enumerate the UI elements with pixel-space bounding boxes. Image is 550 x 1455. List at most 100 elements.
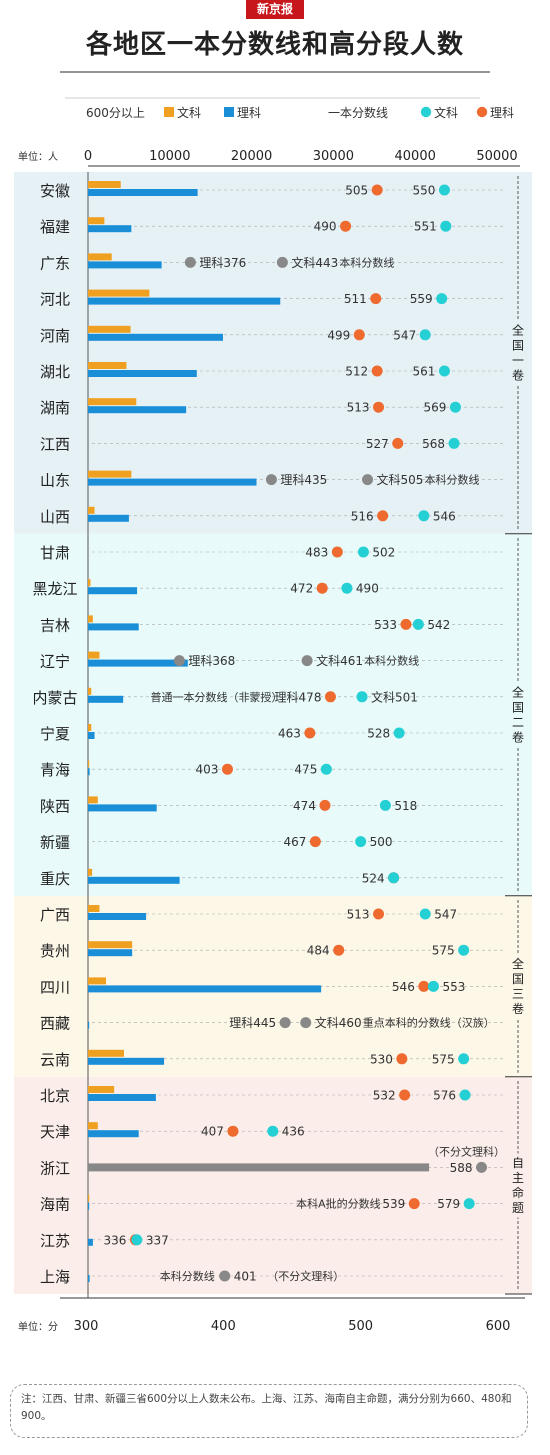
legend-label-wen: 文科 — [177, 105, 201, 120]
score-dot — [276, 256, 288, 268]
bar-li — [88, 297, 281, 305]
li-score-dot — [319, 799, 331, 811]
legend-dot-wen — [420, 106, 432, 118]
bar-li — [88, 1130, 139, 1138]
bar-li — [88, 804, 157, 812]
brand-logo: 新京报 — [246, 0, 304, 19]
region-label: 湖南 — [40, 399, 70, 417]
score-dot — [265, 474, 277, 486]
score-label: 575 — [432, 944, 455, 958]
region-label: 山东 — [40, 472, 70, 490]
bar-wen — [88, 905, 100, 912]
footnote: 注：江西、甘肃、新疆三省600分以上人数未公布。上海、江苏、海南自主命题，满分分… — [10, 1384, 528, 1438]
row-note: 本科分数线 — [364, 654, 419, 668]
bottom-axis-tick-label: 600 — [486, 1319, 511, 1334]
wen-score-dot — [419, 908, 431, 920]
region-background — [14, 1077, 532, 1294]
region-label: 浙江 — [40, 1159, 70, 1177]
region-label: 上海 — [40, 1268, 70, 1286]
wen-score-dot — [438, 365, 450, 377]
score-label: 532 — [373, 1089, 396, 1103]
top-axis-tick-label: 0 — [84, 149, 92, 164]
top-axis-unit: 单位：人 — [18, 150, 58, 163]
score-label: 理科435 — [280, 473, 327, 487]
li-score-dot — [324, 691, 336, 703]
bottom-axis-tick-label: 500 — [348, 1319, 373, 1334]
li-score-dot — [371, 184, 383, 196]
score-label: 474 — [293, 799, 316, 813]
score-label: 407 — [201, 1125, 224, 1139]
score-dot — [279, 1017, 291, 1029]
bar-wen — [88, 1122, 98, 1130]
score-label: 436 — [282, 1125, 305, 1139]
score-label: 546 — [392, 980, 415, 994]
group-label-bg — [510, 954, 526, 1019]
score-label: 490 — [314, 220, 337, 234]
li-score-dot — [304, 727, 316, 739]
wen-score-dot — [419, 329, 431, 341]
score-label: 理科445 — [229, 1016, 276, 1030]
wen-score-dot — [388, 872, 400, 884]
li-score-dot — [373, 401, 385, 413]
li-score-dot — [399, 1089, 411, 1101]
bar-wen — [88, 325, 131, 333]
bar-li — [88, 514, 129, 522]
bar-li — [88, 623, 139, 631]
top-axis-tick-label: 40000 — [395, 149, 436, 164]
bar-wen — [88, 470, 132, 478]
region-label: 贵州 — [40, 942, 70, 960]
bar-wen — [88, 289, 150, 297]
li-score-dot — [408, 1198, 420, 1210]
li-score-dot — [333, 944, 345, 956]
region-label: 甘肃 — [40, 544, 70, 562]
row-prefix: 本科A批的分数线 — [296, 1197, 381, 1211]
row-prefix: 本科分数线 — [160, 1269, 215, 1283]
score-label: 528 — [367, 727, 390, 741]
top-axis-tick-label: 10000 — [149, 149, 190, 164]
legend-dot-li — [476, 106, 488, 118]
score-label: 524 — [362, 871, 385, 885]
row-note: 本科分数线 — [425, 473, 480, 487]
li-score-dot — [340, 220, 352, 232]
score-label: 551 — [414, 220, 437, 234]
group-label: 自主命题 — [512, 1156, 524, 1215]
bar-li — [88, 659, 188, 667]
score-label: 理科368 — [188, 654, 235, 668]
wen-score-dot — [131, 1234, 143, 1246]
wen-score-dot — [341, 582, 353, 594]
group-label: 全国二卷 — [512, 684, 524, 744]
score-label: 499 — [327, 328, 350, 342]
score-label: 483 — [305, 546, 328, 560]
wen-score-dot — [427, 980, 439, 992]
region-label: 天津 — [40, 1123, 70, 1141]
bar-li — [88, 406, 187, 414]
bar-li — [88, 695, 124, 703]
region-label: 云南 — [40, 1051, 70, 1069]
top-axis-tick-label: 30000 — [313, 149, 354, 164]
group-label: 全国一卷 — [512, 322, 524, 382]
wen-score-dot — [418, 510, 430, 522]
wen-score-dot — [449, 401, 461, 413]
wen-score-dot — [379, 799, 391, 811]
li-score-dot — [396, 1053, 408, 1065]
region-label: 四川 — [40, 978, 70, 996]
score-label: 401 — [234, 1270, 257, 1284]
bottom-axis-tick-label: 400 — [211, 1319, 236, 1334]
score-label: 467 — [283, 835, 306, 849]
score-label: 559 — [410, 292, 433, 306]
region-label: 宁夏 — [40, 725, 70, 743]
row-note: 重点本科的分数线（汉族） — [363, 1016, 495, 1030]
bar-li — [88, 1238, 93, 1246]
bar-wen — [88, 977, 106, 985]
score-label: 547 — [434, 908, 457, 922]
score-dot — [362, 474, 374, 486]
group-label-bg — [510, 320, 526, 385]
legend-label-wen2: 文科 — [434, 105, 458, 120]
region-label: 广西 — [40, 906, 70, 924]
region-label: 河南 — [40, 327, 70, 345]
wen-score-dot — [458, 1053, 470, 1065]
score-label: 475 — [294, 763, 317, 777]
bar-wen — [88, 217, 105, 225]
score-label: 576 — [433, 1089, 456, 1103]
score-label: 569 — [424, 401, 447, 415]
